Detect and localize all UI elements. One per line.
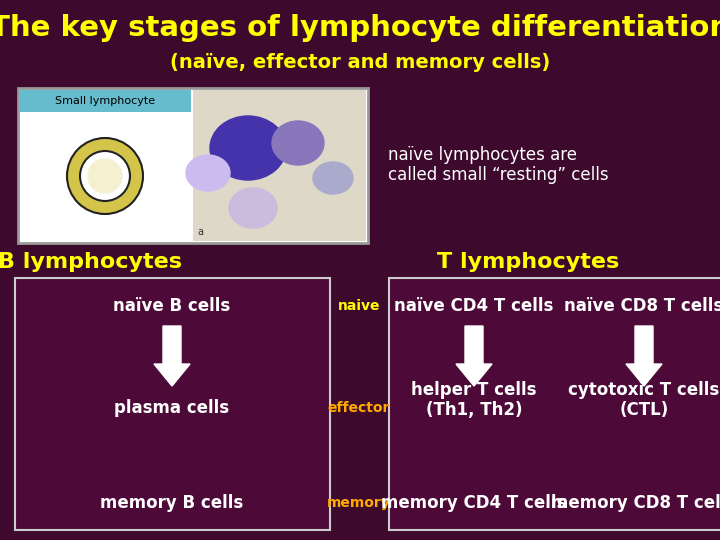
Bar <box>20 90 191 112</box>
Circle shape <box>67 138 143 214</box>
Ellipse shape <box>210 116 286 180</box>
Text: naïve B cells: naïve B cells <box>113 297 230 315</box>
Circle shape <box>88 159 122 193</box>
Text: T lymphocytes: T lymphocytes <box>437 252 619 272</box>
Bar <box>193 90 366 241</box>
FancyArrow shape <box>154 326 190 386</box>
Text: The key stages of lymphocyte differentiation: The key stages of lymphocyte differentia… <box>0 14 720 42</box>
Bar <box>18 88 368 243</box>
Text: (naïve, effector and memory cells): (naïve, effector and memory cells) <box>170 52 550 71</box>
Circle shape <box>80 151 130 201</box>
Text: cytotoxic T cells
(CTL): cytotoxic T cells (CTL) <box>568 381 719 420</box>
Text: memory: memory <box>327 496 391 510</box>
Text: helper T cells
(Th1, Th2): helper T cells (Th1, Th2) <box>411 381 536 420</box>
Ellipse shape <box>313 162 353 194</box>
Ellipse shape <box>186 155 230 191</box>
Text: memory CD8 T cells: memory CD8 T cells <box>552 494 720 512</box>
Text: effector: effector <box>328 401 390 415</box>
Text: memory CD4 T cells: memory CD4 T cells <box>382 494 567 512</box>
Bar <box>20 112 191 241</box>
Text: naïve CD4 T cells: naïve CD4 T cells <box>395 297 554 315</box>
Bar <box>389 278 720 530</box>
Text: memory B cells: memory B cells <box>100 494 243 512</box>
Text: B lymphocytes: B lymphocytes <box>0 252 182 272</box>
Text: Small lymphocyte: Small lymphocyte <box>55 96 155 106</box>
Text: plasma cells: plasma cells <box>114 399 230 417</box>
FancyArrow shape <box>626 326 662 386</box>
Text: naïve CD8 T cells: naïve CD8 T cells <box>564 297 720 315</box>
FancyArrow shape <box>456 326 492 386</box>
Ellipse shape <box>272 121 324 165</box>
Text: naive: naive <box>338 299 380 313</box>
Ellipse shape <box>229 188 277 228</box>
Bar <box>15 278 330 530</box>
Text: naïve lymphocytes are
called small “resting” cells: naïve lymphocytes are called small “rest… <box>388 146 608 184</box>
Text: a: a <box>197 227 203 237</box>
